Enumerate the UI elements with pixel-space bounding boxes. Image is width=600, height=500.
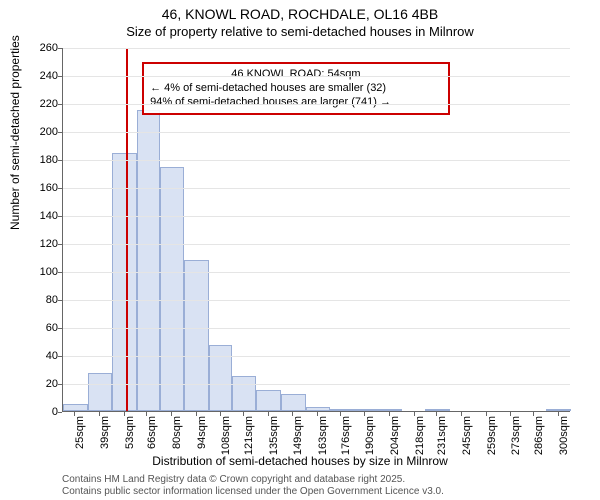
xtick-label: 273sqm [510, 416, 522, 476]
histogram-bar [63, 404, 88, 411]
ytick-mark [58, 356, 62, 357]
histogram-bar [546, 409, 571, 411]
ytick-label: 180 [28, 154, 58, 166]
xtick-label: 218sqm [414, 416, 426, 476]
gridline-h [63, 272, 570, 273]
xtick-label: 163sqm [317, 416, 329, 476]
xtick-label: 149sqm [292, 416, 304, 476]
annotation-line2: ← 4% of semi-detached houses are smaller… [150, 82, 442, 96]
ytick-mark [58, 300, 62, 301]
gridline-h [63, 104, 570, 105]
xtick-label: 53sqm [124, 416, 136, 476]
xtick-label: 286sqm [533, 416, 545, 476]
histogram-bar [330, 409, 353, 411]
xtick-label: 39sqm [99, 416, 111, 476]
histogram-bar [425, 409, 450, 411]
xtick-label: 231sqm [436, 416, 448, 476]
ytick-label: 40 [28, 350, 58, 362]
ytick-label: 220 [28, 98, 58, 110]
ytick-label: 100 [28, 266, 58, 278]
ytick-mark [58, 188, 62, 189]
gridline-h [63, 160, 570, 161]
histogram-bar [281, 394, 306, 411]
gridline-h [63, 384, 570, 385]
histogram-bar [160, 167, 185, 411]
xtick-label: 25sqm [74, 416, 86, 476]
xtick-label: 204sqm [389, 416, 401, 476]
histogram-bar [184, 260, 209, 411]
footer-copyright-2: Contains public sector information licen… [62, 486, 444, 497]
plot-area: 46 KNOWL ROAD: 54sqm ← 4% of semi-detach… [62, 48, 570, 412]
annotation-box: 46 KNOWL ROAD: 54sqm ← 4% of semi-detach… [142, 62, 450, 115]
histogram-chart: 46, KNOWL ROAD, ROCHDALE, OL16 4BB Size … [0, 0, 600, 500]
ytick-label: 80 [28, 294, 58, 306]
histogram-bar [306, 407, 331, 411]
ytick-mark [58, 272, 62, 273]
ytick-mark [58, 384, 62, 385]
gridline-h [63, 328, 570, 329]
chart-title-line2: Size of property relative to semi-detach… [0, 24, 600, 39]
xtick-label: 190sqm [364, 416, 376, 476]
xtick-label: 94sqm [196, 416, 208, 476]
ytick-label: 260 [28, 42, 58, 54]
xtick-label: 66sqm [146, 416, 158, 476]
ytick-mark [58, 328, 62, 329]
xtick-label: 80sqm [171, 416, 183, 476]
ytick-mark [58, 104, 62, 105]
xtick-label: 108sqm [220, 416, 232, 476]
footer-copyright-1: Contains HM Land Registry data © Crown c… [62, 474, 405, 485]
histogram-bar [88, 373, 113, 411]
ytick-mark [58, 76, 62, 77]
annotation-line1: 46 KNOWL ROAD: 54sqm [150, 68, 442, 82]
ytick-label: 60 [28, 322, 58, 334]
ytick-label: 140 [28, 210, 58, 222]
gridline-h [63, 48, 570, 49]
ytick-mark [58, 160, 62, 161]
xtick-label: 135sqm [268, 416, 280, 476]
ytick-label: 200 [28, 126, 58, 138]
gridline-h [63, 300, 570, 301]
xtick-label: 300sqm [558, 416, 570, 476]
xtick-label: 245sqm [461, 416, 473, 476]
ytick-label: 0 [28, 406, 58, 418]
gridline-h [63, 188, 570, 189]
xtick-label: 176sqm [340, 416, 352, 476]
xtick-label: 259sqm [486, 416, 498, 476]
y-axis-label: Number of semi-detached properties [8, 35, 22, 230]
chart-title-line1: 46, KNOWL ROAD, ROCHDALE, OL16 4BB [0, 6, 600, 22]
histogram-bar [112, 153, 137, 411]
ytick-label: 160 [28, 182, 58, 194]
gridline-h [63, 216, 570, 217]
ytick-label: 240 [28, 70, 58, 82]
histogram-bar [256, 390, 281, 411]
histogram-bar [353, 409, 378, 411]
ytick-label: 20 [28, 378, 58, 390]
gridline-h [63, 132, 570, 133]
annotation-line3: 94% of semi-detached houses are larger (… [150, 96, 442, 110]
ytick-mark [58, 412, 62, 413]
gridline-h [63, 356, 570, 357]
ytick-mark [58, 132, 62, 133]
ytick-mark [58, 48, 62, 49]
xtick-label: 121sqm [243, 416, 255, 476]
ytick-mark [58, 244, 62, 245]
gridline-h [63, 244, 570, 245]
ytick-mark [58, 216, 62, 217]
histogram-bar [137, 110, 160, 411]
gridline-h [63, 76, 570, 77]
histogram-bar [232, 376, 257, 411]
ytick-label: 120 [28, 238, 58, 250]
histogram-bar [378, 409, 403, 411]
